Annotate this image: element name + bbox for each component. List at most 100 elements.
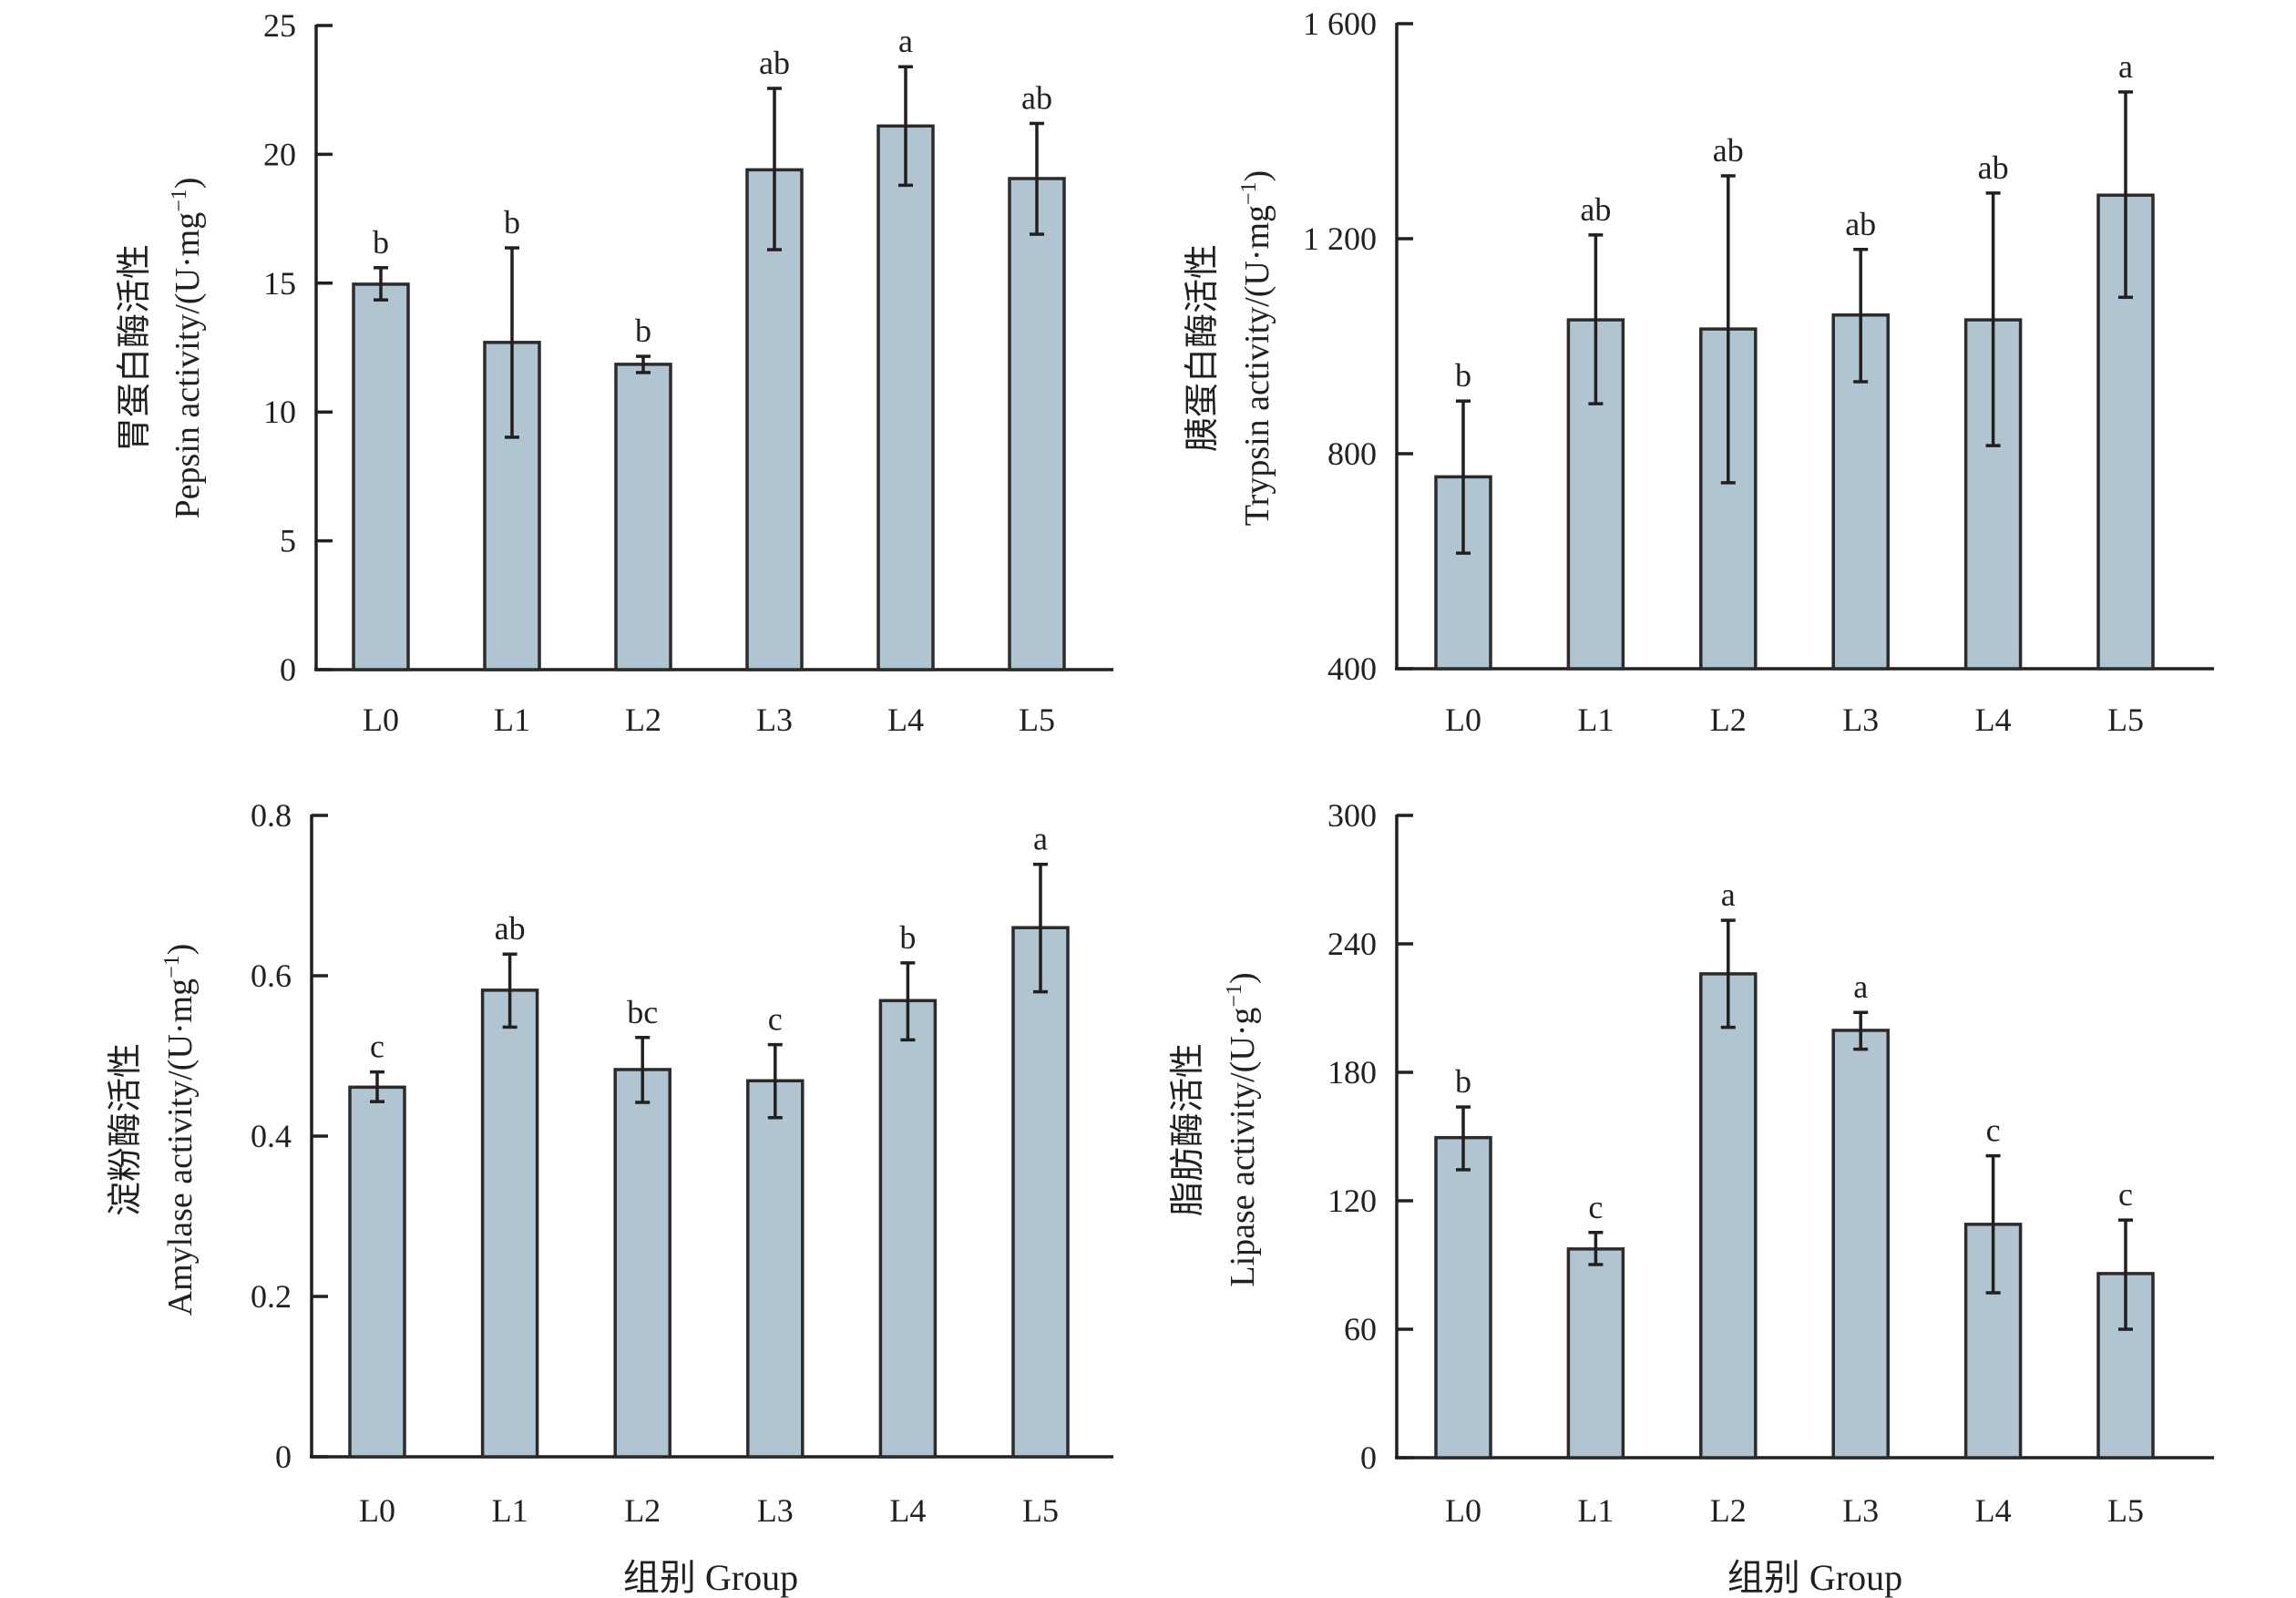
y-tick-label: 0.8 — [251, 797, 292, 834]
error-bar-l2 — [636, 354, 651, 374]
x-tick-label: L5 — [2107, 702, 2144, 738]
y-tick-label: 1 200 — [1303, 220, 1377, 257]
x-tick-label: L3 — [1842, 1492, 1879, 1529]
bar-l3 — [746, 1079, 805, 1459]
x-tick-label: L2 — [1710, 702, 1747, 738]
x-tick-label: L3 — [756, 702, 793, 738]
error-bar-l0 — [1456, 1105, 1471, 1172]
significance-label: ab — [1580, 191, 1611, 228]
bar-l0 — [1434, 1135, 1492, 1460]
bar-l5 — [1011, 926, 1070, 1459]
y-axis-label-close: ) — [1238, 170, 1276, 182]
y-axis-label-cn: 脂肪酶活性 — [1169, 1043, 1207, 1216]
x-tick-label: L0 — [359, 1492, 395, 1529]
bar-l2 — [614, 363, 672, 671]
significance-label: ab — [1021, 79, 1052, 116]
x-tick-label: L3 — [757, 1492, 794, 1529]
error-bar-l1 — [1588, 233, 1604, 405]
y-axis-label-text: Trypsin activity/(U·mg — [1238, 205, 1276, 526]
x-tick-label: L0 — [1445, 1492, 1481, 1529]
y-tick-label: 1 600 — [1303, 5, 1377, 42]
significance-label: c — [2118, 1176, 2133, 1213]
error-bar-l5 — [2118, 1218, 2133, 1331]
y-tick-label: 25 — [263, 7, 296, 44]
panel-amylase: 0 0.2 0.4 0.6 0.8 c L0 ab L1 bc L2 c L3 b L4 a L5 淀粉酶活性 Am… — [107, 797, 1113, 1598]
y-tick-label: 60 — [1344, 1311, 1377, 1347]
significance-label: b — [504, 204, 520, 241]
y-axis-label-text: Amylase activity/(U·mg — [161, 978, 200, 1316]
bar-l2 — [613, 1068, 671, 1459]
error-bar-l3 — [1853, 1010, 1869, 1051]
significance-label: bc — [627, 994, 658, 1030]
y-axis-label-close: ) — [169, 178, 207, 190]
significance-label: ab — [1845, 206, 1876, 242]
y-axis-label-text: Lipase activity/(U·g — [1224, 1008, 1262, 1287]
y-axis-label-en: Pepsin activity/(U·mg−1) — [168, 178, 207, 519]
error-bar-l4 — [1985, 191, 2001, 447]
y-axis-label-text: Pepsin activity/(U·mg — [169, 212, 207, 519]
significance-label: b — [1455, 1063, 1471, 1100]
significance-label: a — [1033, 821, 1048, 857]
significance-label: b — [1455, 357, 1471, 394]
bar-l0 — [348, 1085, 406, 1459]
error-bar-l3 — [1853, 248, 1869, 384]
x-tick-label: L0 — [363, 702, 399, 738]
x-axis-label: 组别 Group — [1727, 1557, 1902, 1598]
error-bar-l0 — [374, 266, 388, 302]
x-tick-label: L1 — [1577, 702, 1614, 738]
y-tick-label: 300 — [1327, 797, 1377, 834]
x-tick-label: L4 — [1975, 1492, 2012, 1529]
x-tick-label: L1 — [1577, 1492, 1614, 1529]
significance-label: b — [635, 312, 651, 349]
x-tick-label: L5 — [1019, 702, 1055, 738]
error-bar-l2 — [1720, 918, 1736, 1029]
y-tick-label: 0.6 — [251, 958, 292, 994]
y-axis-label-en: Amylase activity/(U·mg−1) — [160, 944, 200, 1316]
significance-label: b — [899, 919, 916, 956]
panel-lipase: 0 60 120 180 240 300 b L0 c L1 a L2 a L3 c L4 c L5 脂肪酶活性 Li… — [1169, 797, 2214, 1598]
bar-l1 — [480, 989, 539, 1459]
y-tick-label: 0 — [280, 651, 296, 688]
x-tick-label: L1 — [492, 1492, 528, 1529]
significance-label: c — [1588, 1189, 1603, 1225]
error-bar-l0 — [1456, 399, 1471, 555]
y-tick-label: 0 — [275, 1439, 292, 1475]
y-axis-label-superscript: −1 — [160, 955, 184, 978]
y-axis-label-close: ) — [1224, 972, 1262, 984]
y-tick-label: 0 — [1360, 1439, 1377, 1476]
significance-label: ab — [495, 910, 526, 947]
bar-l3 — [1831, 1029, 1890, 1460]
x-tick-label: L0 — [1445, 702, 1481, 738]
y-axis-label-cn: 胃蛋白酶活性 — [116, 244, 154, 452]
significance-label: a — [898, 23, 913, 59]
panel-trypsin: 400 800 1 200 1 600 b L0 ab L1 ab L2 ab L3 ab L4 a L5 胰蛋… — [1184, 5, 2214, 738]
error-bar-l5 — [1030, 121, 1044, 236]
significance-label: ab — [1978, 149, 2009, 186]
significance-label: a — [2118, 48, 2133, 85]
error-bar-l3 — [767, 1042, 783, 1120]
bar-l2 — [1699, 972, 1758, 1460]
error-bar-l5 — [1033, 862, 1048, 994]
y-tick-label: 5 — [280, 523, 296, 559]
bar-l5 — [1008, 177, 1066, 671]
x-tick-label: L5 — [2107, 1492, 2144, 1529]
bar-l1 — [1566, 1247, 1625, 1460]
x-tick-label: L4 — [1975, 702, 2012, 738]
y-tick-label: 180 — [1327, 1054, 1377, 1091]
error-bar-l1 — [1588, 1231, 1604, 1266]
y-tick-label: 800 — [1327, 435, 1377, 472]
x-tick-label: L2 — [1710, 1492, 1747, 1529]
error-bar-l1 — [505, 246, 519, 439]
significance-label: b — [373, 224, 389, 261]
error-bar-l4 — [1985, 1153, 2001, 1295]
x-tick-label: L4 — [887, 702, 924, 738]
error-bar-l5 — [2118, 90, 2133, 300]
significance-label: a — [1853, 968, 1868, 1005]
bar-l4 — [878, 999, 938, 1459]
x-tick-label: L5 — [1022, 1492, 1059, 1529]
y-axis-label-superscript: −1 — [1223, 984, 1246, 1008]
error-bar-l0 — [370, 1070, 384, 1103]
y-axis-label-close: ) — [161, 944, 200, 956]
y-axis-label-cn: 淀粉酶活性 — [107, 1043, 145, 1216]
x-tick-label: L1 — [494, 702, 530, 738]
